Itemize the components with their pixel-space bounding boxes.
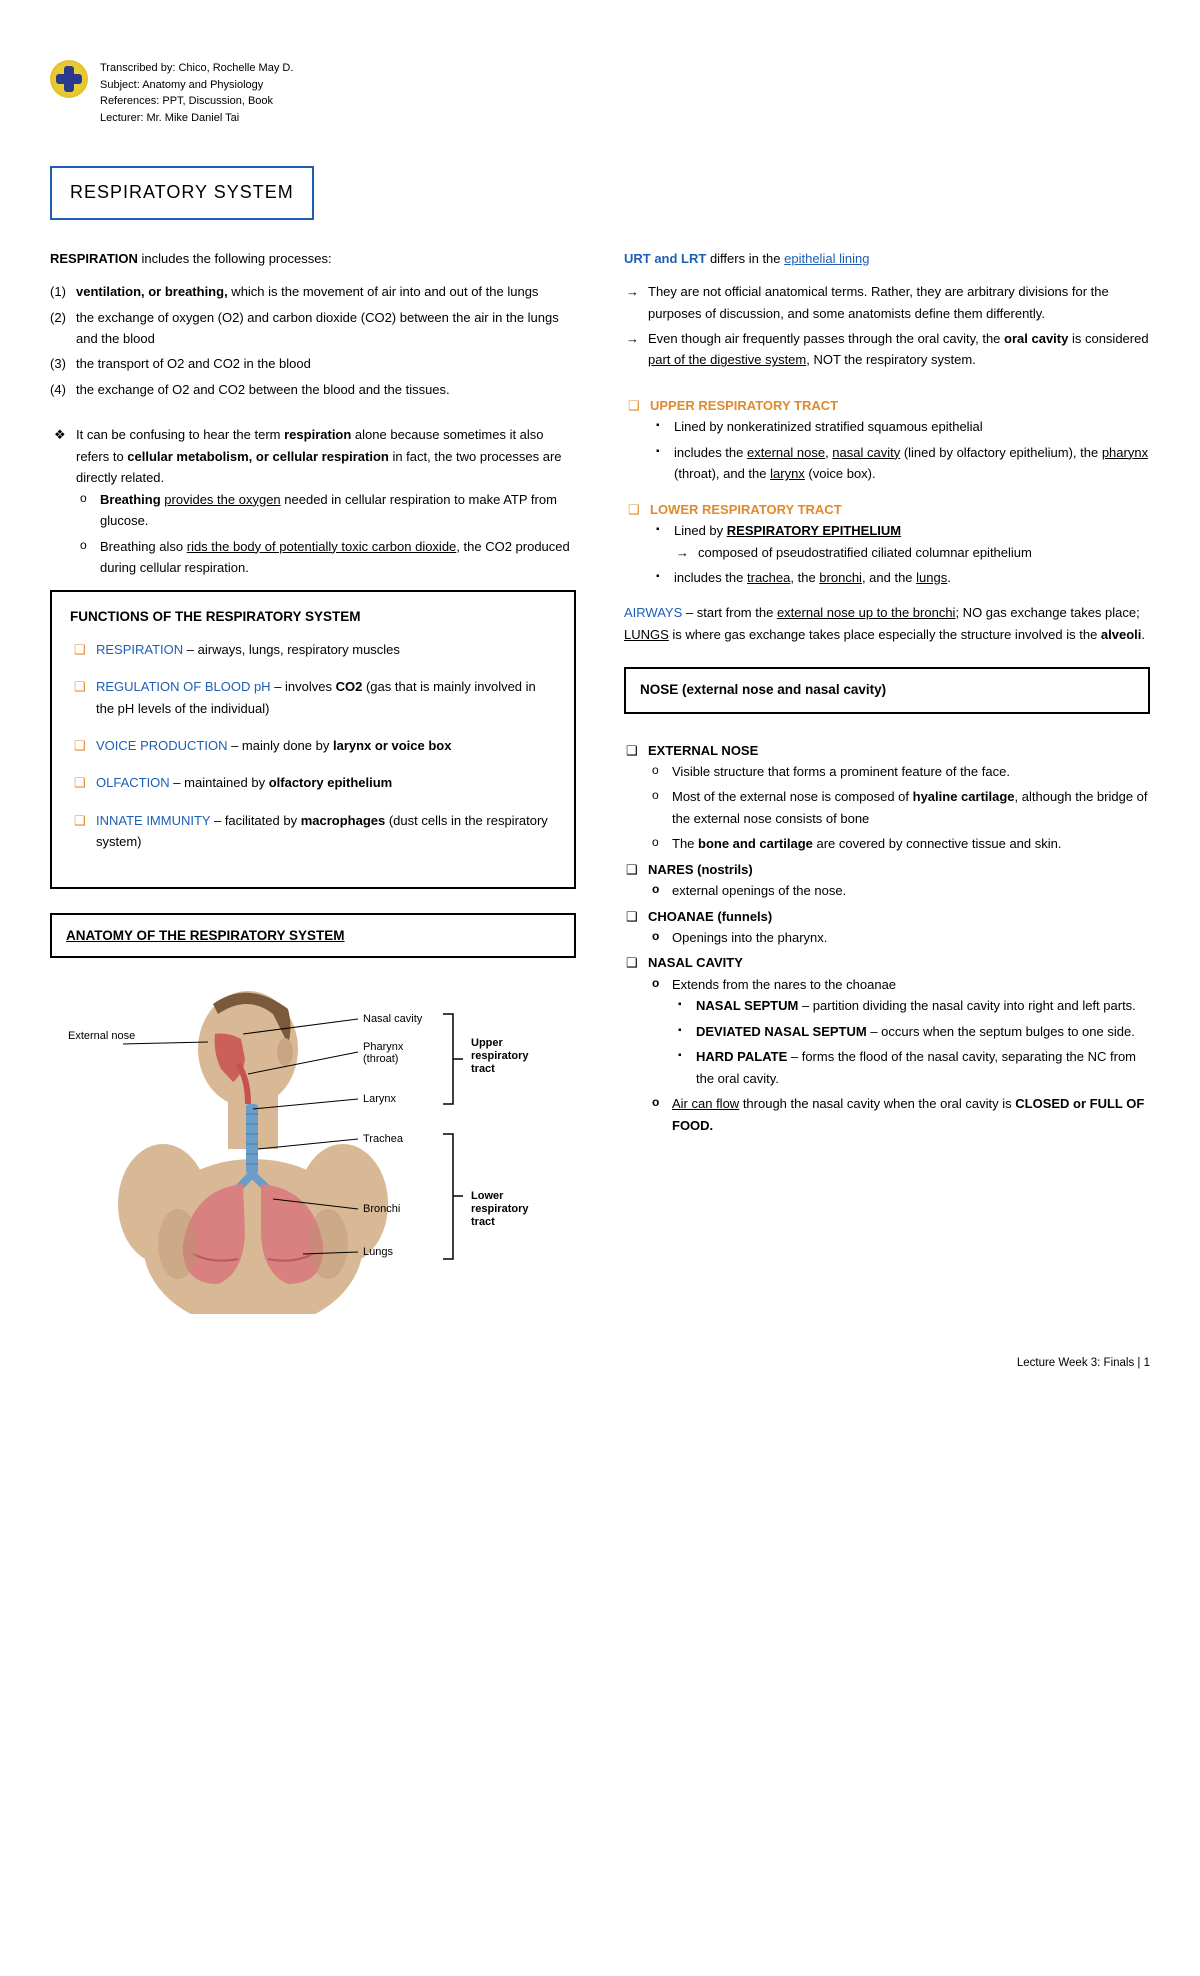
- breathing-sublist: Breathing provides the oxygen needed in …: [76, 489, 576, 579]
- label-bronchi: Bronchi: [363, 1203, 400, 1215]
- functions-box: FUNCTIONS OF THE RESPIRATORY SYSTEM RESP…: [50, 590, 576, 888]
- lrt-section: LOWER RESPIRATORY TRACT Lined by RESPIRA…: [624, 499, 1150, 589]
- function-item: REGULATION OF BLOOD pH – involves CO2 (g…: [96, 676, 556, 719]
- label-external-nose: External nose: [68, 1030, 135, 1042]
- label-trachea: Trachea: [363, 1133, 404, 1145]
- breathing-item: Breathing provides the oxygen needed in …: [100, 489, 576, 532]
- breathing-item: Breathing also rids the body of potentia…: [100, 536, 576, 579]
- meta-lecturer: Lecturer: Mr. Mike Daniel Tai: [100, 110, 293, 127]
- left-column: RESPIRATION includes the following proce…: [50, 248, 576, 1314]
- nose-list: EXTERNAL NOSE Visible structure that for…: [624, 740, 1150, 1136]
- lrt-detail: includes the trachea, the bronchi, and t…: [674, 567, 1150, 588]
- confusion-note: It can be confusing to hear the term res…: [50, 424, 576, 578]
- process-item: the exchange of oxygen (O2) and carbon d…: [76, 307, 576, 350]
- lrt-sub-item: composed of pseudostratified ciliated co…: [698, 542, 1150, 563]
- arrow-item: Even though air frequently passes throug…: [648, 328, 1150, 371]
- nc-sub: Extends from the nares to the choanae NA…: [648, 974, 1150, 1136]
- lrt-details: Lined by RESPIRATORY EPITHELIUM composed…: [650, 520, 1150, 588]
- meta-references: References: PPT, Discussion, Book: [100, 93, 293, 110]
- respiration-processes-list: ventilation, or breathing, which is the …: [50, 281, 576, 400]
- en-item: The bone and cartilage are covered by co…: [672, 833, 1150, 854]
- function-item: RESPIRATION – airways, lungs, respirator…: [96, 639, 556, 660]
- label-lungs: Lungs: [363, 1246, 393, 1258]
- page-footer: Lecture Week 3: Finals | 1: [50, 1354, 1150, 1373]
- nares-item: NARES (nostrils) external openings of th…: [648, 859, 1150, 902]
- document-header: Transcribed by: Chico, Rochelle May D. S…: [50, 60, 1150, 126]
- choanae-sub: Openings into the pharynx.: [648, 927, 1150, 948]
- urt-detail: includes the external nose, nasal cavity…: [674, 442, 1150, 485]
- functions-list: RESPIRATION – airways, lungs, respirator…: [70, 639, 556, 853]
- en-sublist: Visible structure that forms a prominent…: [648, 761, 1150, 855]
- label-upper-tract: Upperrespiratorytract: [471, 1037, 529, 1075]
- en-item: Most of the external nose is composed of…: [672, 786, 1150, 829]
- nc-airflow: Air can flow through the nasal cavity wh…: [672, 1093, 1150, 1136]
- nc-septum-list: NASAL SEPTUM – partition dividing the na…: [672, 995, 1150, 1089]
- functions-title: FUNCTIONS OF THE RESPIRATORY SYSTEM: [70, 606, 556, 628]
- anatomy-diagram: External nose Nasal cavity Pharynx(throa…: [50, 974, 576, 1314]
- anatomy-svg: External nose Nasal cavity Pharynx(throa…: [50, 974, 576, 1314]
- nares-sub: external openings of the nose.: [648, 880, 1150, 901]
- two-column-layout: RESPIRATION includes the following proce…: [50, 248, 1150, 1314]
- lrt-sub: composed of pseudostratified ciliated co…: [674, 542, 1150, 563]
- label-pharynx: Pharynx(throat): [363, 1041, 404, 1065]
- anatomy-title-box: ANATOMY OF THE RESPIRATORY SYSTEM: [50, 913, 576, 958]
- nc-extends: Extends from the nares to the choanae NA…: [672, 974, 1150, 1089]
- choanae-sub-item: Openings into the pharynx.: [672, 927, 1150, 948]
- urt-lrt-intro: URT and LRT differs in the epithelial li…: [624, 248, 1150, 269]
- process-item: ventilation, or breathing, which is the …: [76, 281, 576, 302]
- nc-deviated: DEVIATED NASAL SEPTUM – occurs when the …: [696, 1021, 1150, 1042]
- airways-para: AIRWAYS – start from the external nose u…: [624, 602, 1150, 645]
- nc-palate: HARD PALATE – forms the flood of the nas…: [696, 1046, 1150, 1089]
- urt-section: UPPER RESPIRATORY TRACT Lined by nonkera…: [624, 395, 1150, 485]
- urt-details: Lined by nonkeratinized stratified squam…: [650, 416, 1150, 484]
- function-item: INNATE IMMUNITY – facilitated by macroph…: [96, 810, 556, 853]
- arrow-item: They are not official anatomical terms. …: [648, 281, 1150, 324]
- function-item: OLFACTION – maintained by olfactory epit…: [96, 772, 556, 793]
- en-item: Visible structure that forms a prominent…: [672, 761, 1150, 782]
- label-lower-tract: Lowerrespiratorytract: [471, 1190, 529, 1228]
- meta-subject: Subject: Anatomy and Physiology: [100, 77, 293, 94]
- logo-icon: [50, 60, 88, 98]
- meta-transcribed: Transcribed by: Chico, Rochelle May D.: [100, 60, 293, 77]
- lrt-detail: Lined by RESPIRATORY EPITHELIUM composed…: [674, 520, 1150, 563]
- respiration-intro: RESPIRATION includes the following proce…: [50, 248, 576, 269]
- label-nasal-cavity: Nasal cavity: [363, 1013, 423, 1025]
- choanae-item: CHOANAE (funnels) Openings into the phar…: [648, 906, 1150, 949]
- nose-title-box: NOSE (external nose and nasal cavity): [624, 667, 1150, 713]
- lrt-heading: LOWER RESPIRATORY TRACT Lined by RESPIRA…: [650, 499, 1150, 589]
- anatomy-title: ANATOMY OF THE RESPIRATORY SYSTEM: [66, 928, 345, 943]
- meta-text-block: Transcribed by: Chico, Rochelle May D. S…: [100, 60, 293, 126]
- confusion-item: It can be confusing to hear the term res…: [76, 424, 576, 578]
- function-item: VOICE PRODUCTION – mainly done by larynx…: [96, 735, 556, 756]
- urt-heading: UPPER RESPIRATORY TRACT Lined by nonkera…: [650, 395, 1150, 485]
- right-column: URT and LRT differs in the epithelial li…: [624, 248, 1150, 1314]
- process-item: the exchange of O2 and CO2 between the b…: [76, 379, 576, 400]
- urt-detail: Lined by nonkeratinized stratified squam…: [674, 416, 1150, 437]
- nares-sub-item: external openings of the nose.: [672, 880, 1150, 901]
- label-larynx: Larynx: [363, 1093, 397, 1105]
- urt-lrt-arrows: They are not official anatomical terms. …: [624, 281, 1150, 371]
- nasal-cavity-item: NASAL CAVITY Extends from the nares to t…: [648, 952, 1150, 1136]
- nose-title: NOSE (external nose and nasal cavity): [640, 682, 886, 697]
- nc-septum: NASAL SEPTUM – partition dividing the na…: [696, 995, 1150, 1016]
- external-nose-item: EXTERNAL NOSE Visible structure that for…: [648, 740, 1150, 855]
- process-item: the transport of O2 and CO2 in the blood: [76, 353, 576, 374]
- page-title: RESPIRATORY SYSTEM: [50, 166, 314, 220]
